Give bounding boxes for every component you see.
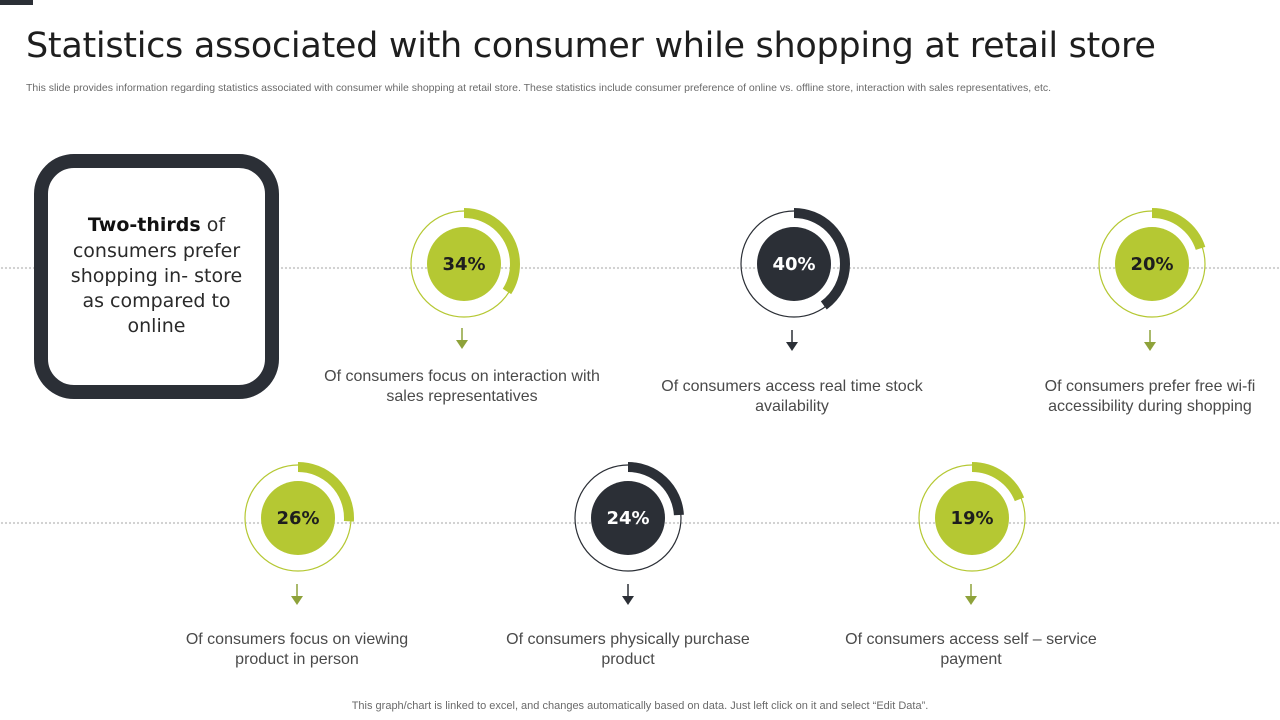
ring-center bbox=[591, 481, 665, 555]
page-subtitle: This slide provides information regardin… bbox=[26, 82, 1052, 94]
arrow-down-icon bbox=[456, 328, 468, 349]
stat-caption: Of consumers focus on interaction with s… bbox=[324, 368, 600, 405]
stat-value: 24% bbox=[606, 507, 650, 529]
arrow-down-icon bbox=[291, 584, 303, 605]
stat-caption: Of consumers access real time stock avai… bbox=[661, 378, 923, 415]
ring-center bbox=[757, 227, 831, 301]
arrow-down-icon bbox=[1144, 330, 1156, 351]
ring-graphic bbox=[242, 462, 354, 574]
ring-center bbox=[427, 227, 501, 301]
ring-progress-arc bbox=[408, 208, 520, 320]
ring-graphic bbox=[1096, 208, 1208, 320]
stat-value: 34% bbox=[442, 253, 486, 275]
stat-value: 26% bbox=[276, 507, 320, 529]
top-accent-bar bbox=[0, 0, 33, 5]
stat-ring-1: 34% bbox=[402, 202, 526, 326]
ring-graphic bbox=[916, 462, 1028, 574]
stat-caption: Of consumers focus on viewing product in… bbox=[185, 631, 409, 668]
callout-text: Two-thirds of consumers prefer shopping … bbox=[59, 213, 254, 339]
ring-graphic bbox=[738, 208, 850, 320]
stat-caption: Of consumers physically purchase product bbox=[506, 631, 750, 668]
stat-caption: Of consumers access self – service payme… bbox=[845, 631, 1097, 668]
callout-body: of consumers prefer shopping in- store a… bbox=[70, 214, 243, 338]
stat-caption: Of consumers prefer free wi-fi accessibi… bbox=[1044, 378, 1256, 415]
ring-progress-arc bbox=[1096, 208, 1208, 320]
ring-progress-arc bbox=[242, 462, 354, 574]
stat-ring-6: 19% bbox=[910, 456, 1034, 580]
stat-ring-5: 24% bbox=[566, 456, 690, 580]
ring-center bbox=[261, 481, 335, 555]
arrow-down-icon bbox=[786, 330, 798, 351]
arrow-down-icon bbox=[965, 584, 977, 605]
ring-progress-arc bbox=[916, 462, 1028, 574]
footer-note: This graph/chart is linked to excel, and… bbox=[351, 700, 929, 712]
page-title: Statistics associated with consumer whil… bbox=[26, 26, 1156, 66]
stat-value: 20% bbox=[1130, 253, 1174, 275]
arrow-down-icon bbox=[622, 584, 634, 605]
stat-ring-2: 40% bbox=[732, 202, 856, 326]
ring-progress-arc bbox=[572, 462, 684, 574]
stat-ring-3: 20% bbox=[1090, 202, 1214, 326]
callout-box: Two-thirds of consumers prefer shopping … bbox=[34, 154, 279, 399]
ring-graphic bbox=[572, 462, 684, 574]
stat-ring-4: 26% bbox=[236, 456, 360, 580]
stat-value: 19% bbox=[950, 507, 994, 529]
ring-center bbox=[1115, 227, 1189, 301]
ring-graphic bbox=[408, 208, 520, 320]
ring-center bbox=[935, 481, 1009, 555]
stat-value: 40% bbox=[772, 253, 816, 275]
dotted-line-top bbox=[0, 265, 1280, 271]
ring-progress-arc bbox=[738, 208, 850, 320]
callout-highlight: Two-thirds bbox=[87, 214, 201, 237]
